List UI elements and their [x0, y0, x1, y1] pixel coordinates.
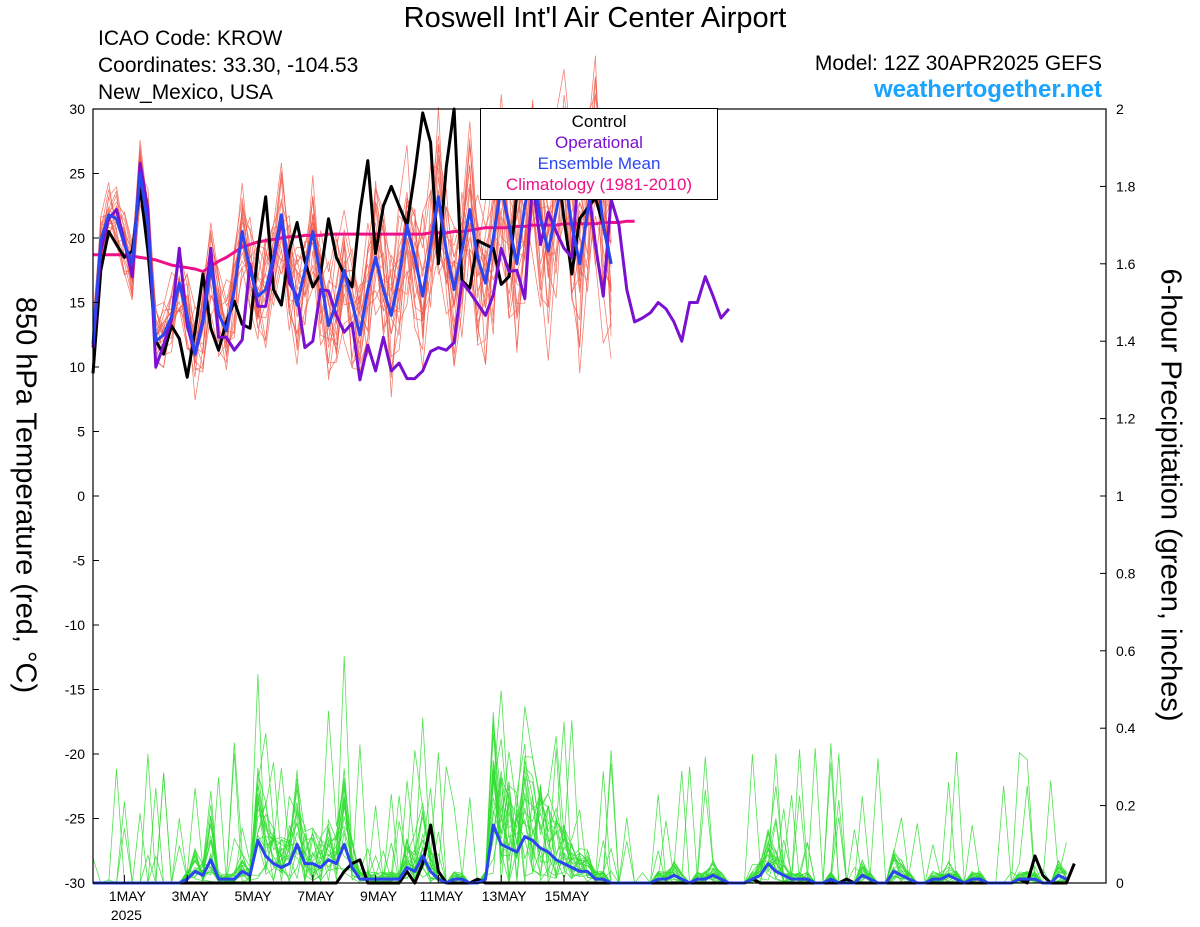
y-tick-label: 10: [69, 359, 85, 375]
model-run: Model: 12Z 30APR2025 GEFS: [814, 52, 1102, 75]
y-axis-label-left: 850 hPa Temperature (red, °C): [9, 296, 42, 694]
axes-layer: 302520151050-5-10-15-20-25-3021.81.61.41…: [65, 101, 1136, 923]
precip-member-line: [93, 748, 1067, 885]
legend-entry-control: Control: [571, 112, 627, 131]
y-tick-label: -10: [65, 617, 85, 633]
y2-tick-label: 0: [1116, 875, 1124, 891]
y-axis-label-right: 6-hour Precipitation (green, inches): [1154, 268, 1187, 722]
y2-tick-label: 0.8: [1116, 565, 1136, 581]
y2-tick-label: 2: [1116, 101, 1124, 117]
y-tick-label: -30: [65, 875, 85, 891]
x-tick-year: 2025: [111, 907, 142, 923]
x-tick-label: 7MAY: [297, 888, 335, 904]
y-tick-label: -5: [73, 553, 86, 569]
precip-ensemble-mean-line: [93, 823, 1068, 885]
y-tick-label: 30: [69, 101, 85, 117]
x-tick-label: 5MAY: [234, 888, 272, 904]
y2-tick-label: 0.6: [1116, 643, 1136, 659]
precip-member-line: [93, 753, 1067, 884]
y2-tick-label: 1.6: [1116, 256, 1136, 272]
x-tick-label: 9MAY: [360, 888, 398, 904]
precip-member-line: [93, 710, 1067, 884]
legend: Control Operational Ensemble Mean Climat…: [480, 108, 718, 200]
precip-member-line: [93, 711, 1067, 884]
x-tick-label: 11MAY: [419, 888, 463, 904]
y-tick-label: 0: [77, 488, 85, 504]
x-tick-label: 1MAY: [109, 888, 147, 904]
y-tick-label: 25: [69, 166, 85, 182]
site-name: weathertogether.net: [873, 76, 1102, 103]
precip-member-line: [93, 742, 1067, 884]
coordinates: Coordinates: 33.30, -104.53: [98, 54, 359, 77]
y-tick-label: 15: [69, 295, 85, 311]
precip-member-line: [93, 706, 1067, 884]
y-tick-label: -25: [65, 811, 85, 827]
y2-tick-label: 1.2: [1116, 411, 1136, 427]
x-tick-label: 15MAY: [545, 888, 591, 904]
y2-tick-label: 1.8: [1116, 178, 1136, 194]
y-tick-label: 20: [69, 230, 85, 246]
x-tick-label: 13MAY: [482, 888, 528, 904]
legend-entry-ensemble-mean: Ensemble Mean: [537, 154, 661, 173]
y-tick-label: -15: [65, 682, 85, 698]
chart-title: Roswell Int'l Air Center Airport: [403, 2, 787, 34]
y-tick-label: -20: [65, 746, 85, 762]
legend-entry-operational: Operational: [555, 133, 643, 152]
region: New_Mexico, USA: [98, 81, 274, 104]
temperature-member-line: [92, 128, 612, 371]
y2-tick-label: 1.4: [1116, 333, 1136, 349]
icao-code: ICAO Code: KROW: [98, 27, 283, 50]
precip-member-line: [93, 733, 1067, 884]
temp-ensemble-mean-line: [91, 159, 613, 356]
legend-entry-climatology: Climatology (1981-2010): [505, 175, 693, 194]
y2-tick-label: 0.4: [1116, 720, 1136, 736]
ensemble-members-precipitation: [92, 656, 1067, 885]
y-tick-label: 5: [77, 424, 85, 440]
y2-tick-label: 1: [1116, 488, 1124, 504]
y2-tick-label: 0.2: [1116, 798, 1136, 814]
x-tick-label: 3MAY: [172, 888, 210, 904]
